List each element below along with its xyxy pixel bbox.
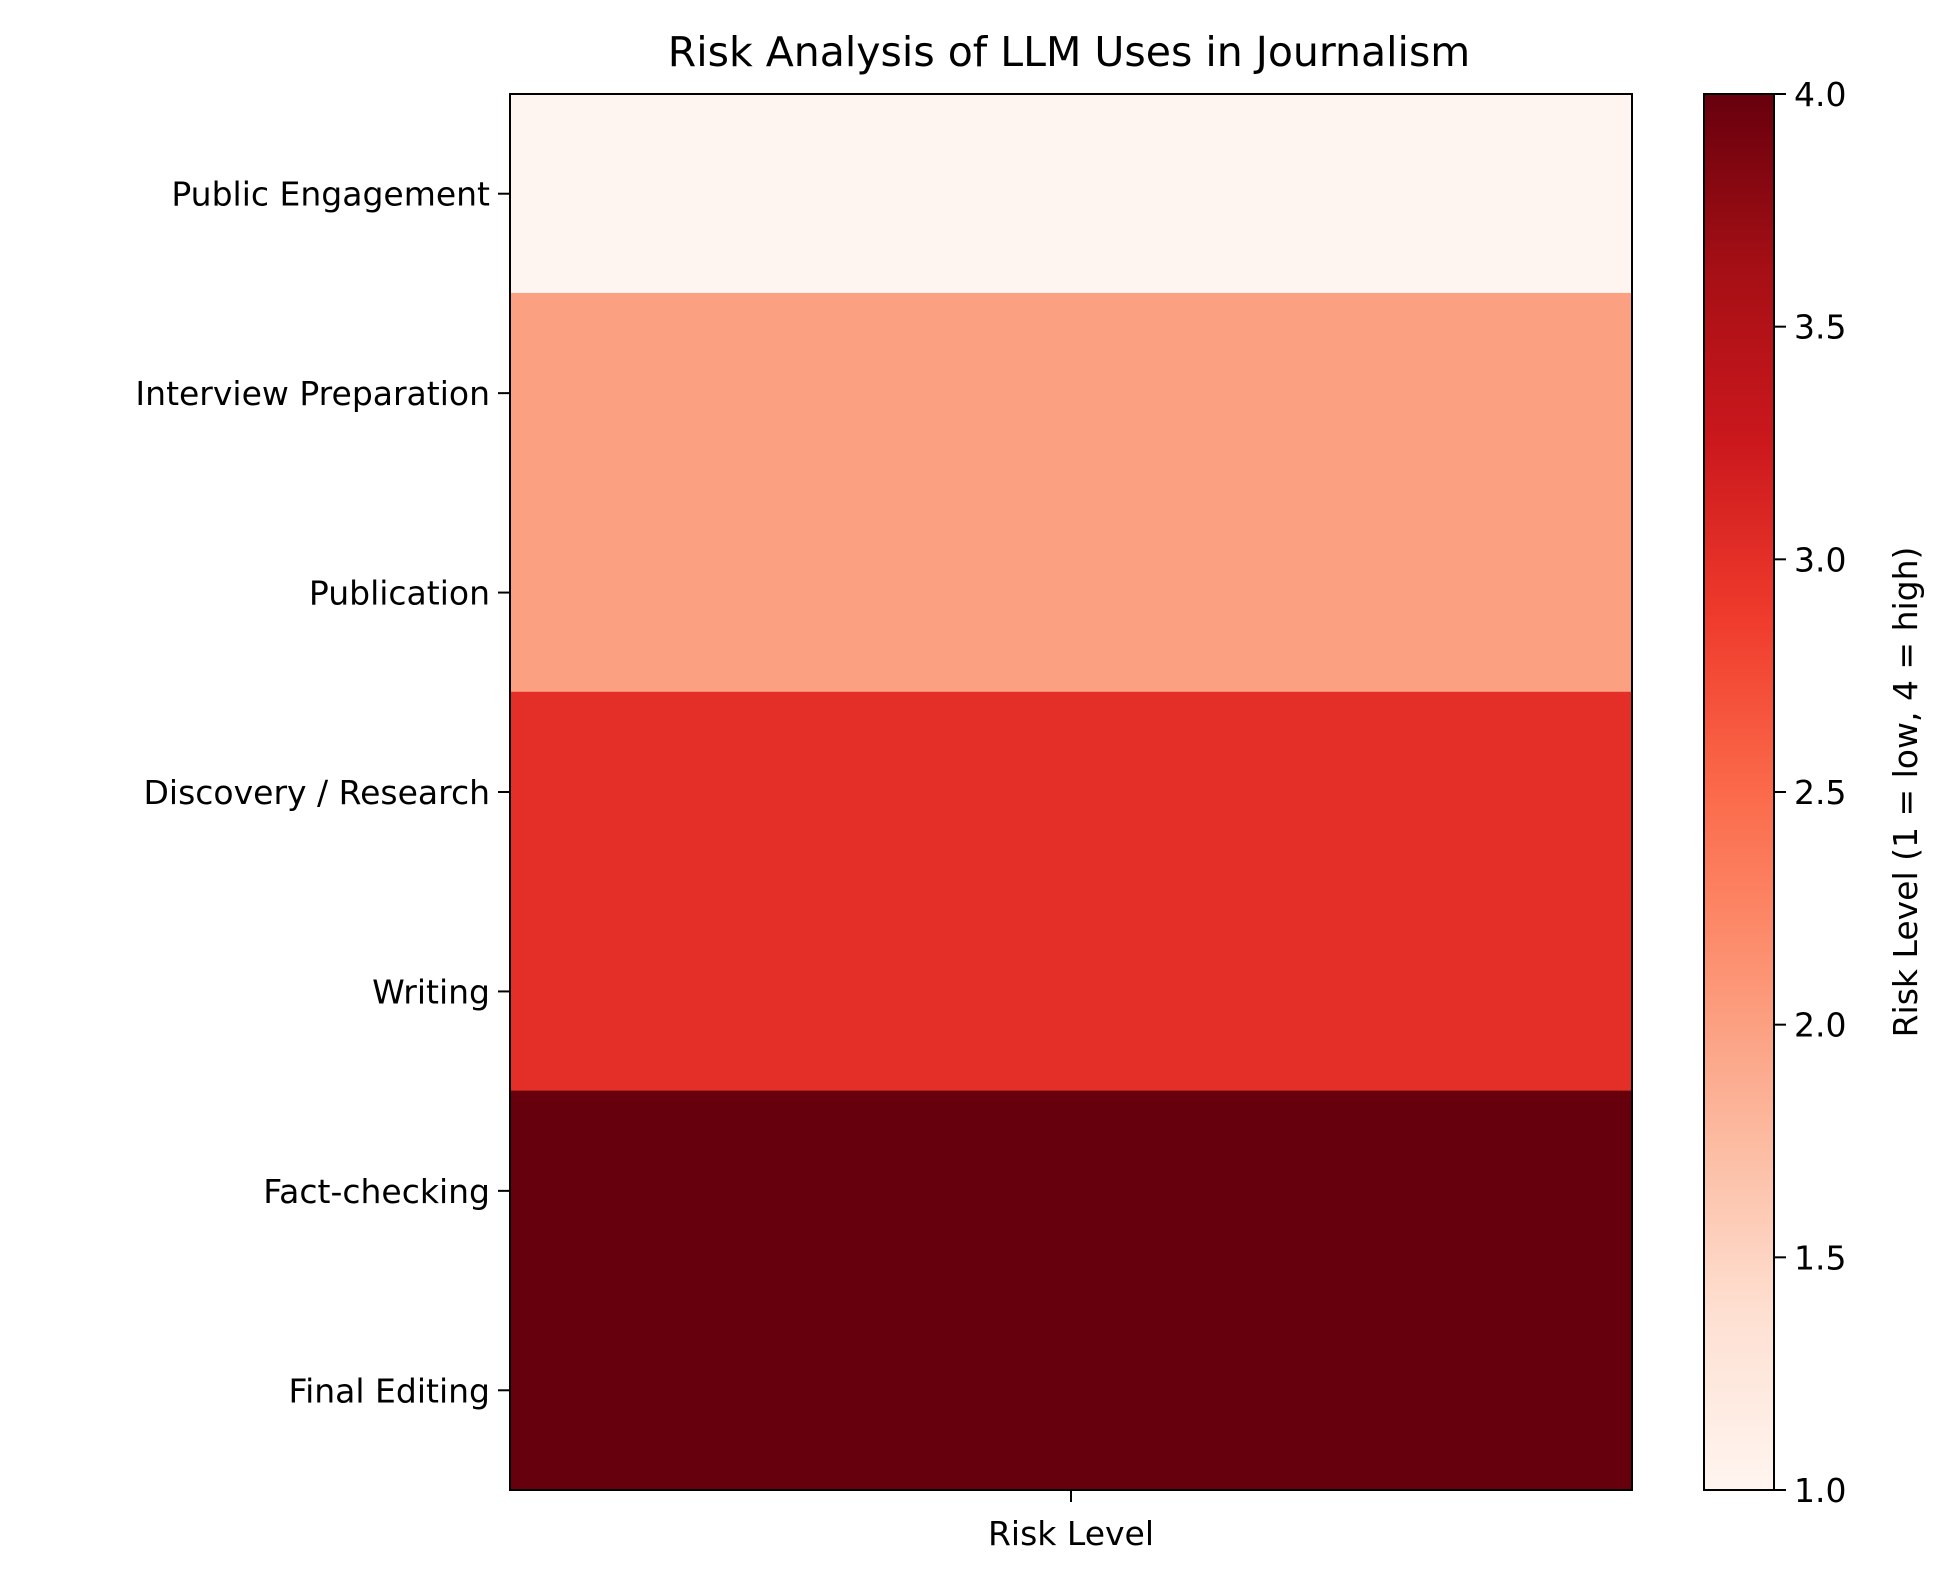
colorbar-ticks: 1.0 1.5 2.0 2.5 3.0 3.5 4.0 <box>1774 75 1846 1510</box>
colorbar-tick-label: 1.0 <box>1794 1471 1846 1510</box>
heatmap-cells <box>510 93 1632 1491</box>
y-axis-ticks: Public Engagement Interview Preparation Pu… <box>135 175 510 1410</box>
heatmap-cell <box>510 891 1632 1092</box>
colorbar-label: Risk Level (1 = low, 4 = high) <box>1886 547 1925 1038</box>
chart-title: Risk Analysis of LLM Uses in Journalism <box>668 28 1471 76</box>
colorbar-tick-label: 3.0 <box>1794 540 1846 579</box>
y-tick-label: Public Engagement <box>171 175 490 214</box>
colorbar <box>1703 93 1775 1491</box>
x-tick-label: Risk Level <box>988 1514 1154 1553</box>
heatmap-cell <box>510 292 1632 494</box>
colorbar-tick-label: 4.0 <box>1794 75 1846 114</box>
y-tick-label: Final Editing <box>289 1371 490 1410</box>
colorbar-tick-label: 3.5 <box>1794 308 1846 347</box>
heatmap-cell <box>510 492 1632 693</box>
y-tick-label: Publication <box>309 574 490 613</box>
heatmap-cell <box>510 93 1632 294</box>
x-axis-ticks: Risk Level <box>988 1490 1154 1553</box>
heatmap-cell <box>510 691 1632 893</box>
plot-frame <box>509 93 1633 1491</box>
y-tick-label: Writing <box>372 972 490 1011</box>
colorbar-tick-label: 1.5 <box>1794 1238 1846 1277</box>
colorbar-tick-label: 2.0 <box>1794 1006 1846 1045</box>
y-tick-label: Discovery / Research <box>144 773 491 812</box>
heatmap-cell <box>510 1290 1632 1491</box>
y-tick-label: Fact-checking <box>263 1172 490 1211</box>
heatmap-cell <box>510 1090 1632 1292</box>
colorbar-tick-label: 2.5 <box>1794 773 1846 812</box>
y-tick-label: Interview Preparation <box>135 374 490 413</box>
